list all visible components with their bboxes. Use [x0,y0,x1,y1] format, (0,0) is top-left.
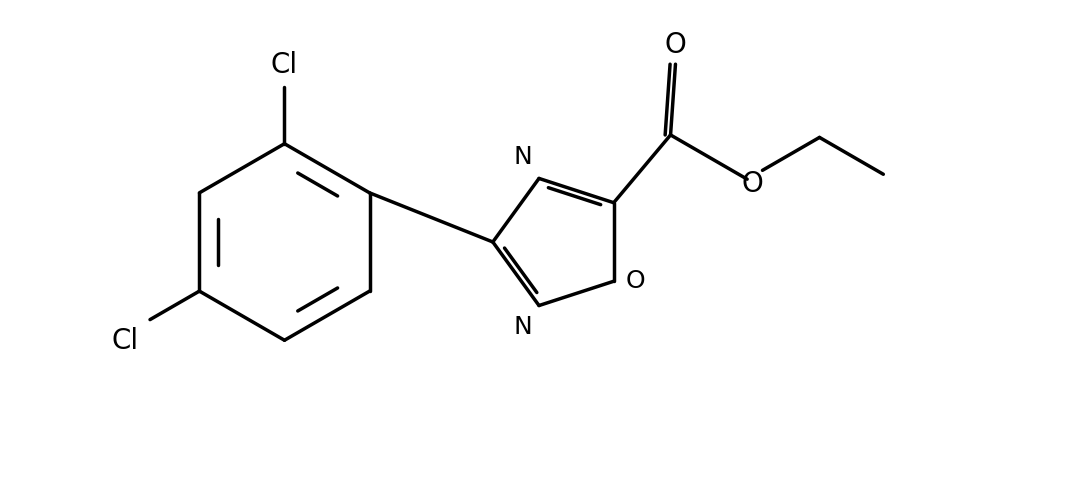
Text: N: N [514,315,533,339]
Text: O: O [626,269,645,293]
Text: N: N [514,145,533,169]
Text: O: O [665,30,686,58]
Text: Cl: Cl [271,51,298,79]
Text: O: O [741,170,763,198]
Text: Cl: Cl [112,327,139,355]
